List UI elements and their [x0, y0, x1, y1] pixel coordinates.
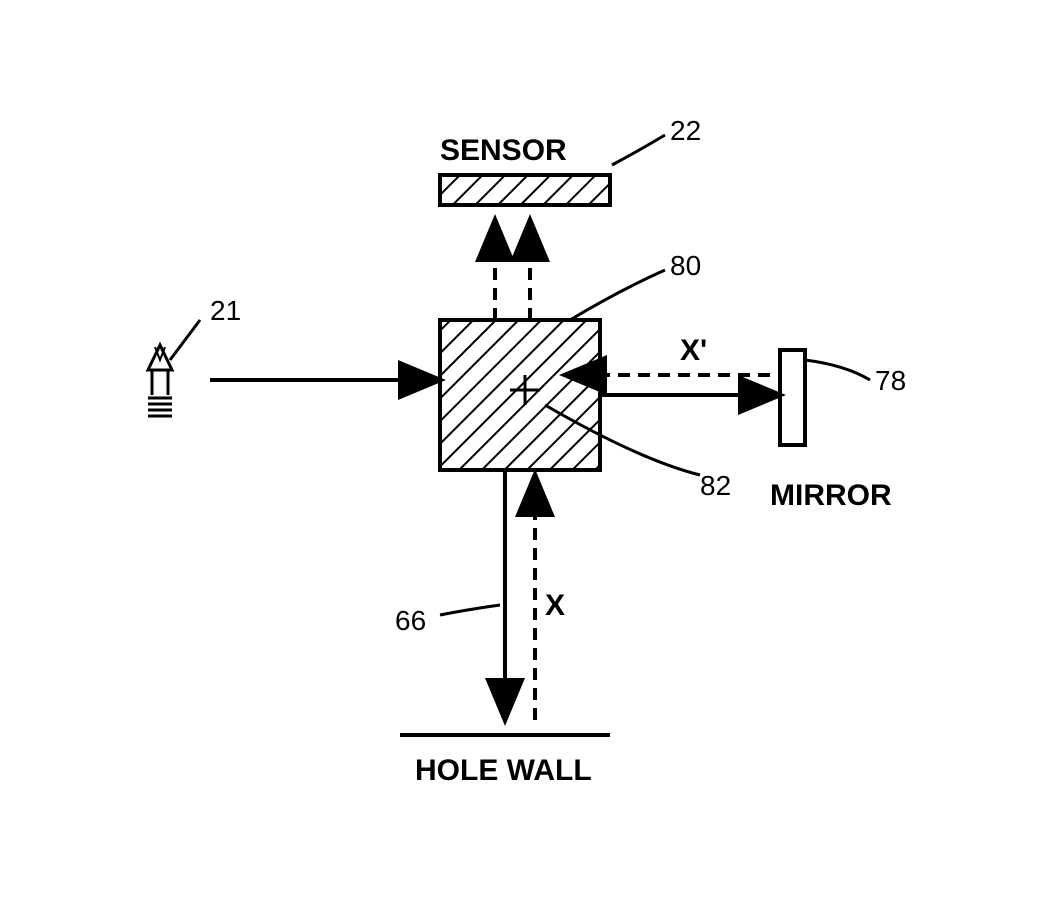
ref-21: 21 [210, 295, 241, 326]
leader-78 [805, 360, 870, 380]
ref-78: 78 [875, 365, 906, 396]
leader-21 [170, 320, 200, 360]
x-label: X [545, 589, 565, 622]
optical-diagram: SENSOR MIRROR HOLE WALL X X' 21 22 66 78… [0, 0, 1046, 897]
sensor-block [440, 175, 610, 205]
ref-80: 80 [670, 250, 701, 281]
ref-82: 82 [700, 470, 731, 501]
leader-22 [612, 135, 665, 165]
hole-wall-label: HOLE WALL [415, 754, 592, 787]
x-prime-label: X' [680, 334, 707, 367]
light-source-icon [148, 345, 172, 416]
ref-66: 66 [395, 605, 426, 636]
ref-22: 22 [670, 115, 701, 146]
mirror-block [780, 350, 805, 445]
mirror-label: MIRROR [770, 479, 892, 512]
beam-splitter [440, 320, 600, 470]
leader-66 [440, 605, 500, 615]
sensor-label: SENSOR [440, 134, 567, 167]
leader-80 [570, 270, 665, 320]
